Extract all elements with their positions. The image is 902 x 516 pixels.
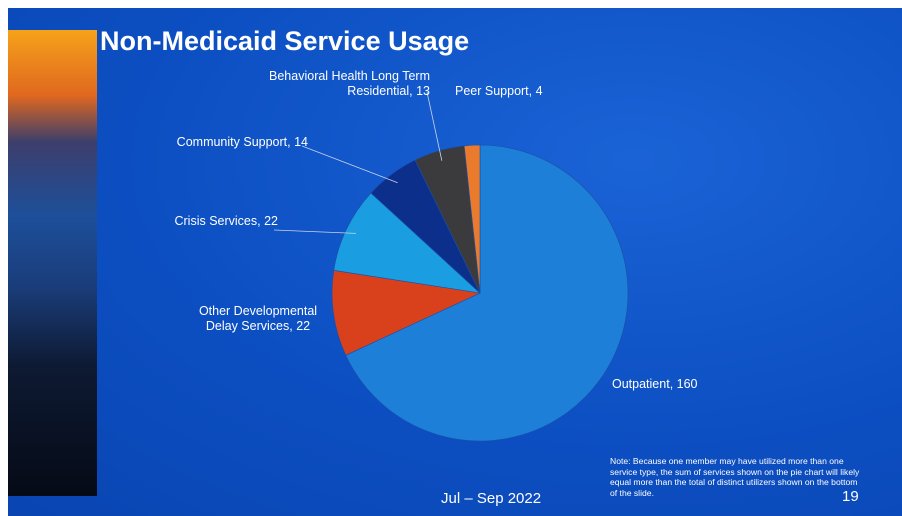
data-label: Crisis Services22 <box>138 214 278 229</box>
label-category: Crisis Services <box>174 214 264 228</box>
data-label: Behavioral Health Long Term Residential1… <box>240 69 430 99</box>
label-value: 22 <box>264 214 278 228</box>
label-value: 13 <box>416 84 430 98</box>
chart <box>273 91 629 442</box>
pie-slice <box>331 269 482 356</box>
pie-slice <box>463 144 481 294</box>
data-label: Community Support14 <box>138 135 308 150</box>
label-value: 22 <box>296 319 311 333</box>
data-label: Peer Support4 <box>455 84 575 99</box>
decorative-strip <box>8 30 97 496</box>
note: Note: Because one member may have utiliz… <box>610 456 860 498</box>
footer: Jul – Sep 2022 <box>441 490 542 507</box>
label-value: 160 <box>676 377 698 391</box>
label-category: Outpatient <box>612 377 677 391</box>
pie-slice <box>333 192 481 294</box>
label-category: Community Support <box>177 135 294 149</box>
leader-line <box>301 145 398 184</box>
data-label: Other Developmental Delay Services22 <box>188 304 328 334</box>
label-value: 4 <box>535 84 543 98</box>
label-category: Behavioral Health Long Term Residential <box>269 69 430 98</box>
leader-line <box>273 229 356 234</box>
label-category: Peer Support <box>455 84 536 98</box>
slide: Non-Medicaid Service Usage Jul – Sep 202… <box>8 8 902 516</box>
data-label: Outpatient160 <box>612 377 752 392</box>
label-value: 14 <box>294 135 308 149</box>
leader-line <box>426 91 443 161</box>
label-category: Other Developmental Delay Services <box>199 304 317 333</box>
chart-title: Non-Medicaid Service Usage <box>100 26 470 56</box>
pie-slice <box>345 144 629 442</box>
page-number: 19 <box>842 488 859 505</box>
